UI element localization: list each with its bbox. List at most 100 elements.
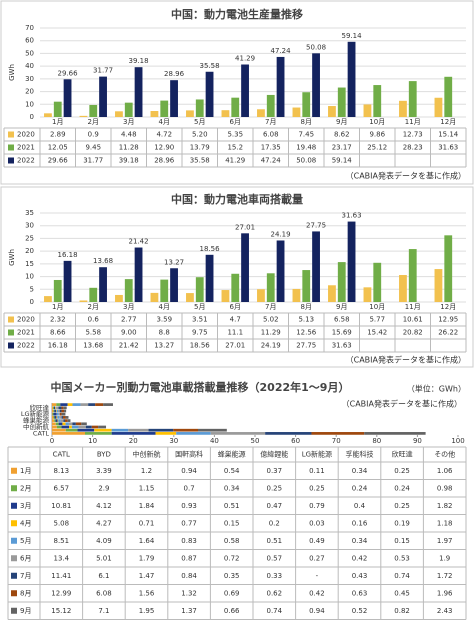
legend-swatch — [11, 590, 17, 597]
table-cell: 11.29 — [261, 329, 281, 337]
bar — [160, 279, 169, 302]
data-label: 39.18 — [129, 57, 149, 65]
table-cell: 1.82 — [437, 502, 453, 510]
legend-label: 2020 — [17, 316, 35, 324]
bar-segment — [81, 422, 87, 426]
bar-segment — [56, 425, 62, 429]
x-tick-label: 40 — [210, 437, 219, 445]
bar — [205, 71, 214, 117]
x-tick-label: 90 — [413, 437, 422, 445]
x-tick-label: 12月 — [440, 118, 456, 126]
bar-segment — [85, 425, 92, 429]
bar-segment — [56, 406, 59, 410]
table-cell: 12.05 — [48, 144, 68, 152]
table-cell: 1.79 — [139, 554, 155, 562]
x-tick-label: 80 — [372, 437, 381, 445]
x-tick-label: 20 — [129, 437, 138, 445]
table-cell: 2.43 — [437, 607, 453, 615]
legend-label: 2021 — [17, 329, 35, 337]
bar-segment — [63, 406, 67, 410]
x-tick-label: 12月 — [440, 303, 456, 311]
bar — [115, 111, 123, 117]
legend-swatch — [11, 485, 17, 492]
legend-label: 6月 — [20, 554, 31, 562]
legend-swatch — [8, 316, 14, 323]
data-label: 50.08 — [306, 43, 326, 51]
table-cell: 12.95 — [438, 316, 458, 324]
data-label: 24.19 — [271, 230, 291, 238]
bar — [150, 292, 159, 302]
table-cell: 0.35 — [224, 572, 240, 580]
table-cell: 21.42 — [119, 342, 139, 350]
table-cell: 5.77 — [369, 316, 385, 324]
table-cell: 23.17 — [332, 144, 352, 152]
y-tick-label: 0 — [30, 298, 34, 306]
y-tick-label: 20 — [25, 247, 34, 255]
bar-segment — [54, 419, 56, 422]
bar-segment — [71, 425, 79, 429]
x-tick-label: 11月 — [405, 118, 421, 126]
table-cell: 39.18 — [119, 157, 139, 165]
bar-segment — [53, 409, 55, 413]
x-tick-label: 5月 — [194, 118, 205, 126]
table-cell: 59.14 — [332, 157, 353, 165]
bar — [53, 279, 62, 302]
bar-segment — [58, 409, 60, 413]
bar-segment — [60, 403, 68, 406]
table-cell: 0.25 — [309, 484, 325, 492]
bar-segment — [265, 432, 312, 435]
table-cell: 1.06 — [437, 467, 453, 475]
bar — [373, 262, 382, 302]
table-cell: 0.74 — [267, 607, 283, 615]
bar-segment — [52, 412, 54, 416]
table-cell: 0.77 — [181, 519, 197, 527]
table-cell: 7.1 — [98, 607, 109, 615]
table-cell: 0.34 — [224, 484, 240, 492]
y-tick-label: 蜂巣能源 — [23, 416, 50, 425]
bar — [160, 100, 169, 117]
table-cell: 11.1 — [227, 329, 243, 337]
bar — [170, 80, 178, 117]
bar-segment — [52, 422, 56, 426]
bar — [170, 268, 178, 302]
table-cell: 9.00 — [121, 329, 137, 337]
table-cell: 5.08 — [54, 519, 70, 527]
table-cell: 0.9 — [88, 131, 99, 139]
unit-note: （単位：GWh） — [407, 384, 466, 394]
table-cell: 1.15 — [139, 484, 155, 492]
table-cell: 1.37 — [181, 607, 197, 615]
bar — [434, 97, 443, 117]
bar-segment — [364, 432, 426, 435]
bar-segment — [53, 416, 55, 419]
data-label: 35.58 — [200, 62, 220, 70]
table-cell: 35.58 — [190, 157, 210, 165]
table-cell: 5.13 — [298, 316, 314, 324]
x-tick-label: 2月 — [88, 118, 99, 126]
bar — [312, 53, 320, 117]
bar — [89, 287, 98, 302]
table-cell: 0.33 — [267, 572, 283, 580]
y-tick-label: 70 — [25, 24, 34, 32]
bar — [134, 67, 143, 117]
table-cell: 47.24 — [261, 157, 282, 165]
source-note: （CABIA発表データを基に作成） — [346, 355, 466, 365]
bar-segment — [155, 432, 177, 435]
bar-segment — [62, 422, 66, 426]
bar — [276, 240, 285, 302]
legend-swatch — [11, 502, 17, 509]
legend-swatch — [8, 157, 14, 164]
legend-label: 2月 — [20, 484, 31, 492]
column-header: 蜂巣能源 — [218, 450, 246, 459]
table-cell: 1.9 — [439, 554, 450, 562]
table-cell: 8.51 — [54, 537, 70, 545]
legend-swatch — [8, 329, 14, 336]
bar-segment — [60, 419, 64, 422]
bar-segment — [54, 416, 57, 419]
x-tick-label: 70 — [332, 437, 341, 445]
table-cell: 0.94 — [181, 467, 197, 475]
table-cell: 0.94 — [309, 607, 325, 615]
table-cell: 0.37 — [267, 467, 283, 475]
table-cell: 0.27 — [309, 554, 325, 562]
bar-segment — [78, 425, 86, 429]
